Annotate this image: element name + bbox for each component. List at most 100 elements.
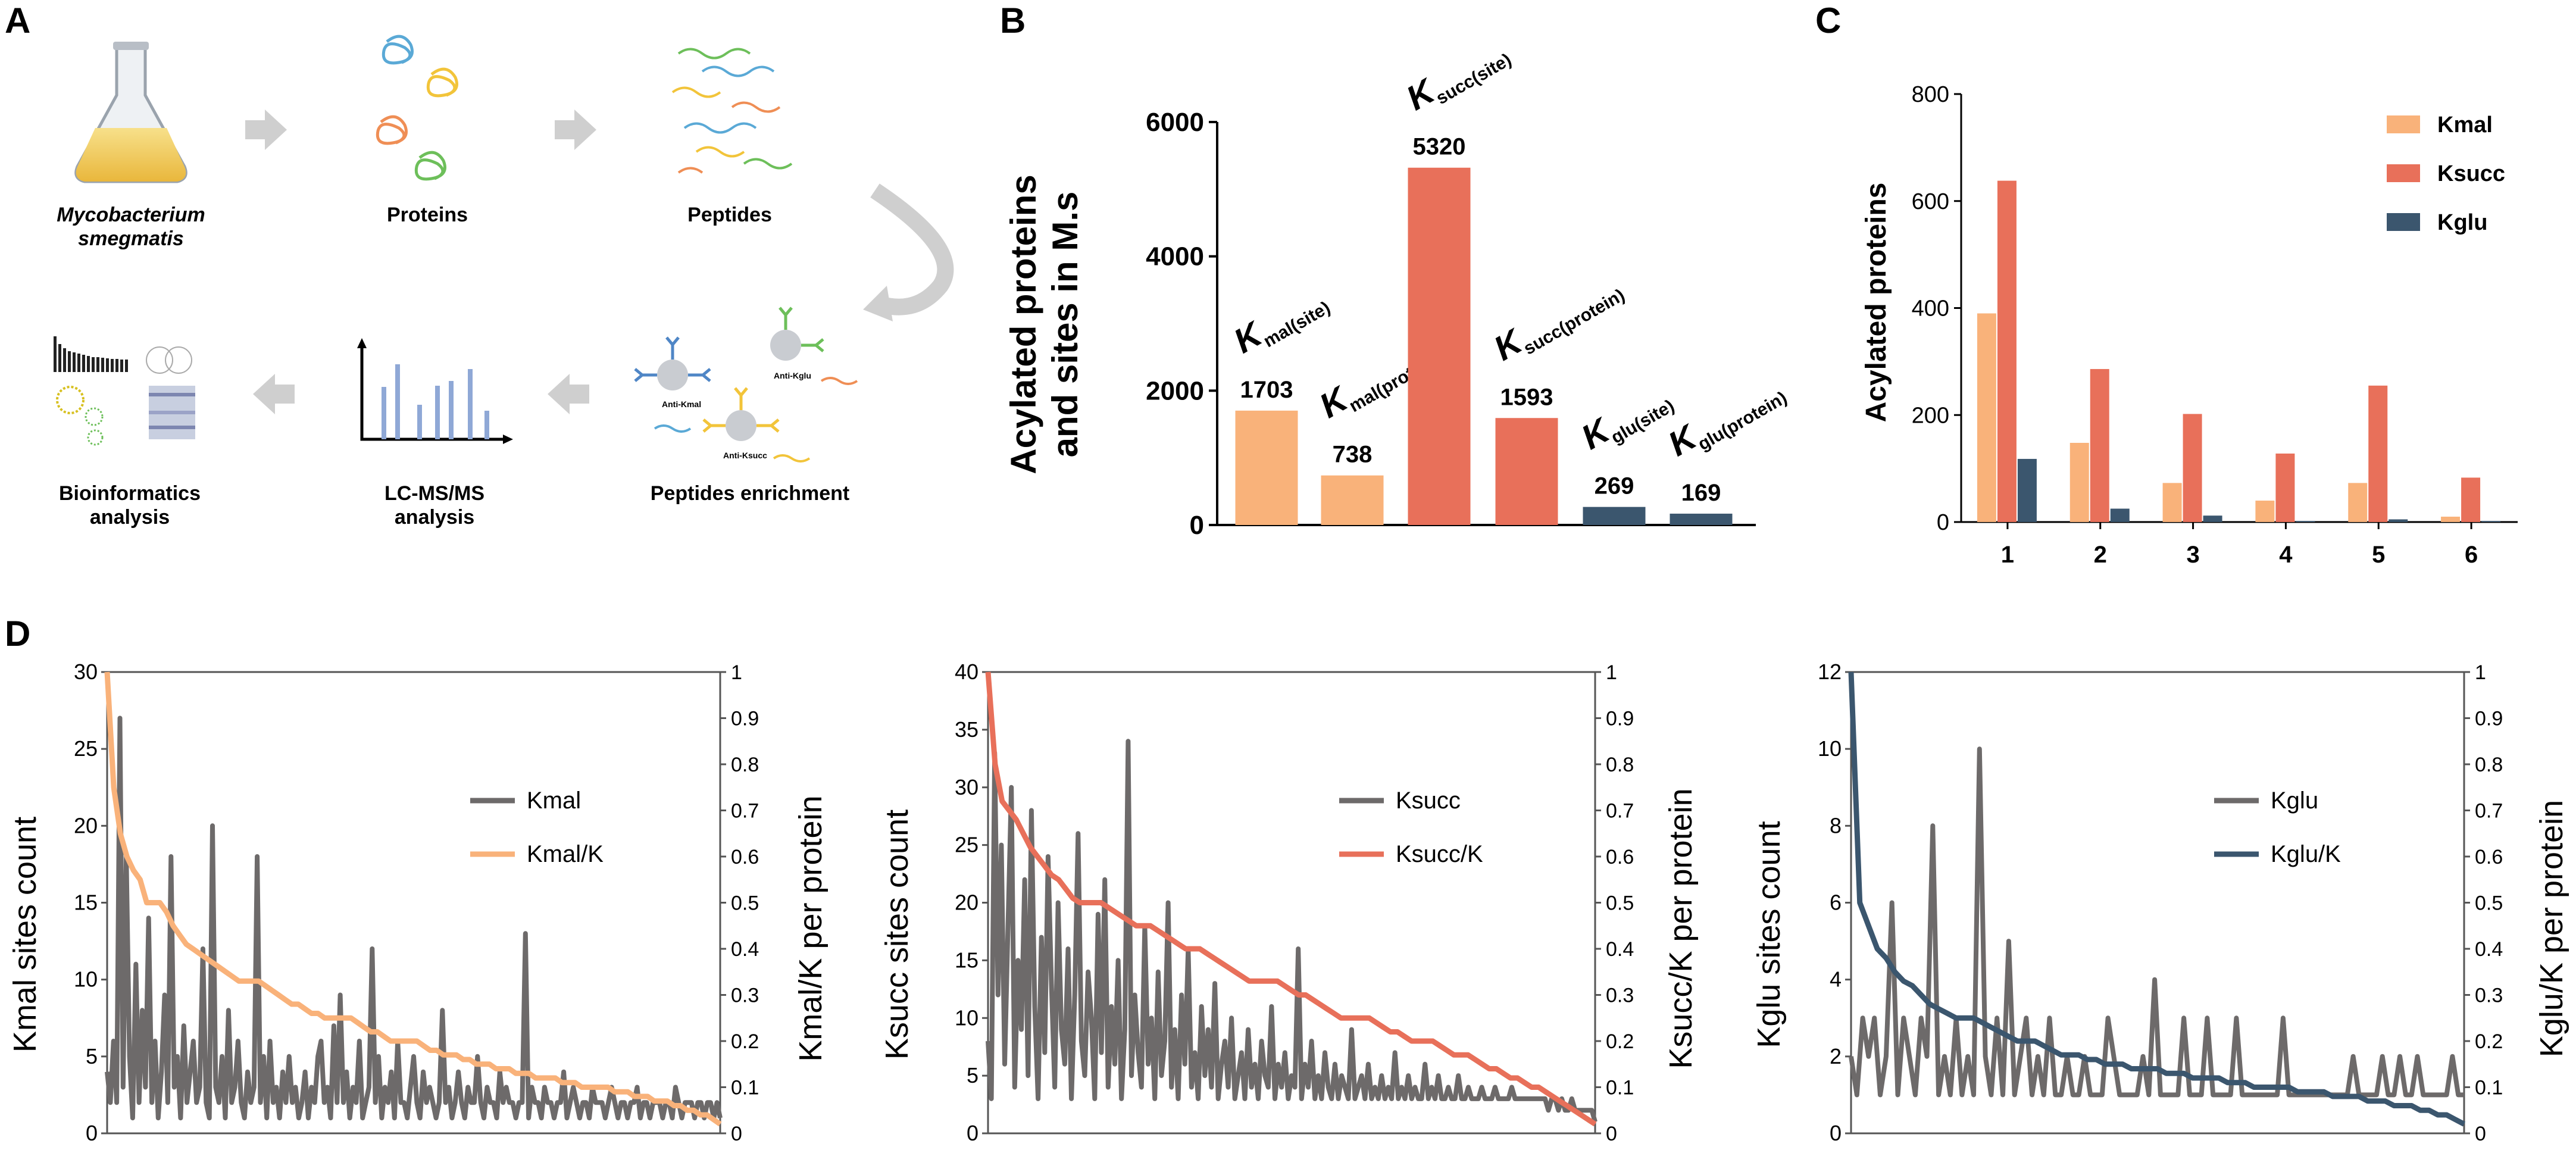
panel-b-bar-label: Ksucc(protein) <box>1487 265 1628 371</box>
left-y-tick-label: 30 <box>74 660 98 684</box>
panel-c-legend-swatch <box>2387 164 2420 182</box>
panel-c-x-tick-label: 1 <box>2001 542 2014 568</box>
panel-c-legend-label: Kmal <box>2437 112 2493 138</box>
panel-b-bar-label: Kglu(site) <box>1575 376 1678 460</box>
left-y-tick-label: 30 <box>955 775 978 799</box>
panel-d-label: D <box>5 614 30 654</box>
panel-b-y-tick-label: 4000 <box>1146 242 1204 271</box>
panel-c-bar <box>2090 368 2109 522</box>
series-line-count <box>105 715 723 1121</box>
right-y-tick-label: 0.3 <box>731 985 759 1007</box>
panel-a-label: A <box>5 1 30 40</box>
right-y-tick-label: 1 <box>731 661 742 684</box>
right-y-tick-label: 0.7 <box>2475 800 2503 823</box>
panel-b-value-label: 1703 <box>1240 377 1293 403</box>
peptides-icon <box>671 48 793 174</box>
left-y-tick-label: 0 <box>1830 1121 1842 1145</box>
panel-b-bar-label-sub: succ(protein) <box>1520 285 1628 359</box>
panel-b-ylabel-line2: and sites in M.s <box>1045 192 1085 458</box>
legend-label: Ksucc <box>1396 788 1461 814</box>
left-y-tick-label: 5 <box>967 1063 978 1088</box>
panel-b-value-label: 1593 <box>1500 384 1553 410</box>
arrow-left-icon <box>548 374 589 414</box>
panel-c-y-tick-label: 800 <box>1912 82 1949 107</box>
legend-label: Kmal <box>527 788 581 814</box>
panel-b-bar-label-sub: mal(site) <box>1260 298 1333 351</box>
panel-c-y-tick-label: 600 <box>1912 189 1949 214</box>
panel-b-y-tick-label: 0 <box>1190 511 1204 540</box>
right-y-tick-label: 0.9 <box>1606 708 1634 730</box>
d1-left-ylabel: Kmal sites count <box>7 817 43 1052</box>
curved-arrow-icon <box>863 183 954 321</box>
antibody-beads-icon <box>634 307 858 462</box>
left-y-tick-label: 8 <box>1830 813 1842 838</box>
left-y-tick-label: 0 <box>967 1121 978 1145</box>
panel-c-y-tick-label: 400 <box>1912 296 1949 321</box>
d2-right-ylabel: Ksucc/K per protein <box>1663 788 1699 1068</box>
panel-c-bar <box>2441 517 2461 522</box>
series-line-ratio <box>985 671 1597 1127</box>
panel-c-label: C <box>1815 1 1841 40</box>
step-bioinformatics-line2: analysis <box>90 506 170 529</box>
left-y-tick-label: 25 <box>74 736 98 761</box>
right-y-tick-label: 0.8 <box>1606 754 1634 776</box>
right-y-tick-label: 0.1 <box>1606 1077 1634 1099</box>
panel-c-x-tick-label: 4 <box>2279 542 2293 568</box>
antibody-ksucc-label: Anti-Ksucc <box>723 451 767 460</box>
series-line-count <box>986 739 1598 1123</box>
right-y-tick-label: 0.4 <box>731 938 759 961</box>
panel-b-value-label: 169 <box>1681 480 1721 506</box>
panel-c-y-tick-label: 0 <box>1937 510 1949 535</box>
right-y-tick-label: 0.9 <box>731 708 759 730</box>
panel-c-bar <box>2162 483 2182 522</box>
panel-c-legend-swatch <box>2387 213 2420 231</box>
panel-b-bar <box>1495 418 1558 525</box>
arrow-right-icon <box>245 110 287 150</box>
antibody-kglu-label: Anti-Kglu <box>774 371 811 380</box>
panel-d-ksucc-chart: Ksucc sites count Ksucc/K per protein 0 5… <box>879 660 1699 1145</box>
right-y-tick-label: 0.1 <box>2475 1077 2503 1099</box>
panel-b-y-tick-label: 6000 <box>1146 108 1204 137</box>
panel-c-bar <box>2296 521 2315 522</box>
right-y-tick-label: 0.7 <box>1606 800 1634 823</box>
right-y-tick-label: 0.4 <box>1606 938 1634 961</box>
left-y-tick-label: 15 <box>955 948 978 972</box>
left-y-tick-label: 20 <box>74 813 98 838</box>
left-y-tick-label: 10 <box>1818 736 1842 761</box>
proteins-icon <box>376 35 458 181</box>
panel-b-label: B <box>1000 1 1026 40</box>
panel-b-bar-label-sub: succ(site) <box>1433 50 1515 109</box>
left-y-tick-label: 20 <box>955 890 978 915</box>
panel-c-bar <box>1997 180 2017 522</box>
panel-b-ylabel-line1: Acylated proteins <box>1003 174 1043 474</box>
right-y-tick-label: 0.2 <box>1606 1030 1634 1053</box>
panel-c-x-tick-label: 2 <box>2094 542 2107 568</box>
panel-c-bar <box>2255 501 2275 522</box>
right-y-tick-label: 0.6 <box>2475 846 2503 868</box>
step-lcms-line2: analysis <box>395 506 474 529</box>
panel-b-bar <box>1321 475 1384 525</box>
panel-c-bar <box>1977 313 1996 522</box>
panel-c-x-tick-label: 6 <box>2465 542 2478 568</box>
left-y-tick-label: 0 <box>86 1121 98 1145</box>
panel-c-legend-label: Ksucc <box>2437 161 2505 186</box>
d2-left-ylabel: Ksucc sites count <box>879 810 915 1060</box>
left-y-tick-label: 35 <box>955 717 978 742</box>
step-bioinformatics-line1: Bioinformatics <box>59 482 201 505</box>
step-enrichment: Peptides enrichment <box>651 482 849 505</box>
panel-c-ylabel: Acylated proteins <box>1861 183 1892 423</box>
right-y-tick-label: 0 <box>1606 1123 1617 1145</box>
arrow-left-icon <box>253 374 295 414</box>
flask-icon <box>74 42 187 183</box>
panel-b-bar-label: Kmal(site) <box>1227 278 1334 364</box>
series-line-ratio <box>1848 671 2466 1127</box>
right-y-tick-label: 0.3 <box>2475 985 2503 1007</box>
right-y-tick-label: 0.8 <box>2475 754 2503 776</box>
panel-b-value-label: 738 <box>1333 442 1373 468</box>
panel-b-bar <box>1235 410 1298 525</box>
right-y-tick-label: 0.3 <box>1606 985 1634 1007</box>
right-y-tick-label: 1 <box>1606 661 1617 684</box>
right-y-tick-label: 0.4 <box>2475 938 2503 961</box>
step-organism-line2: smegmatis <box>78 227 184 250</box>
left-y-tick-label: 10 <box>74 967 98 992</box>
